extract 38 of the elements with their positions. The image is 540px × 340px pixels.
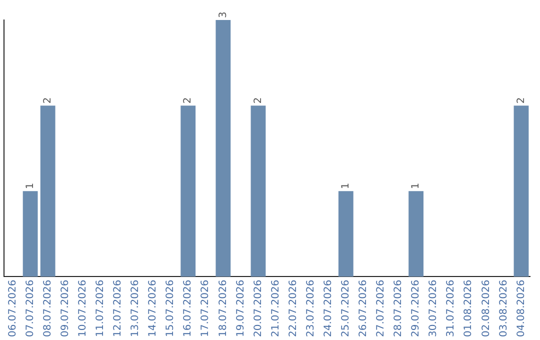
x-tick-label: 21.07.2026: [270, 280, 282, 338]
x-tick-label: 15.07.2026: [165, 280, 176, 338]
x-tick-label: 11.07.2026: [95, 280, 106, 338]
x-tick-label: 26.07.2026: [358, 280, 370, 338]
x-tick-label: 31.07.2026: [446, 280, 457, 338]
x-tick-label: 22.07.2026: [288, 280, 299, 338]
data-label: 3: [218, 12, 229, 18]
x-tick-label: 02.08.2026: [480, 280, 492, 338]
x-tick-label: 04.08.2026: [516, 280, 527, 338]
data-label: 2: [516, 97, 527, 104]
data-label: 2: [252, 97, 264, 104]
x-tick-label: 25.07.2026: [340, 280, 352, 338]
x-tick-label: 12.07.2026: [112, 280, 124, 338]
x-tick-label: 30.07.2026: [428, 280, 440, 338]
data-label: 1: [24, 182, 36, 190]
data-label: 1: [410, 182, 422, 190]
x-tick-label: 07.07.2026: [24, 280, 36, 338]
x-tick-label: 10.07.2026: [77, 280, 88, 338]
x-tick-label: 29.07.2026: [410, 280, 422, 338]
x-tick-label: 09.07.2026: [60, 280, 71, 338]
x-tick-label: 19.07.2026: [235, 280, 246, 338]
data-label: 2: [182, 97, 194, 104]
x-tick-label: 14.07.2026: [148, 280, 159, 338]
x-tick-label: 17.07.2026: [200, 280, 212, 338]
x-tick-label: 08.07.2026: [42, 280, 54, 338]
x-tick-label: 13.07.2026: [130, 280, 142, 338]
x-tick-label: 06.07.2026: [7, 280, 18, 338]
data-label: 2: [42, 97, 54, 104]
data-label: 1: [340, 182, 352, 190]
x-tick-label: 23.07.2026: [305, 280, 316, 338]
x-tick-label: 27.07.2026: [376, 280, 387, 338]
x-tick-label: 16.07.2026: [182, 280, 194, 338]
x-tick-label: 24.07.2026: [322, 280, 334, 338]
x-tick-label: 18.07.2026: [218, 280, 229, 338]
x-tick-label: 01.08.2026: [463, 280, 474, 338]
x-tick-label: 20.07.2026: [252, 280, 264, 338]
x-tick-label: 03.08.2026: [498, 280, 510, 338]
x-tick-label: 28.07.2026: [393, 280, 404, 338]
